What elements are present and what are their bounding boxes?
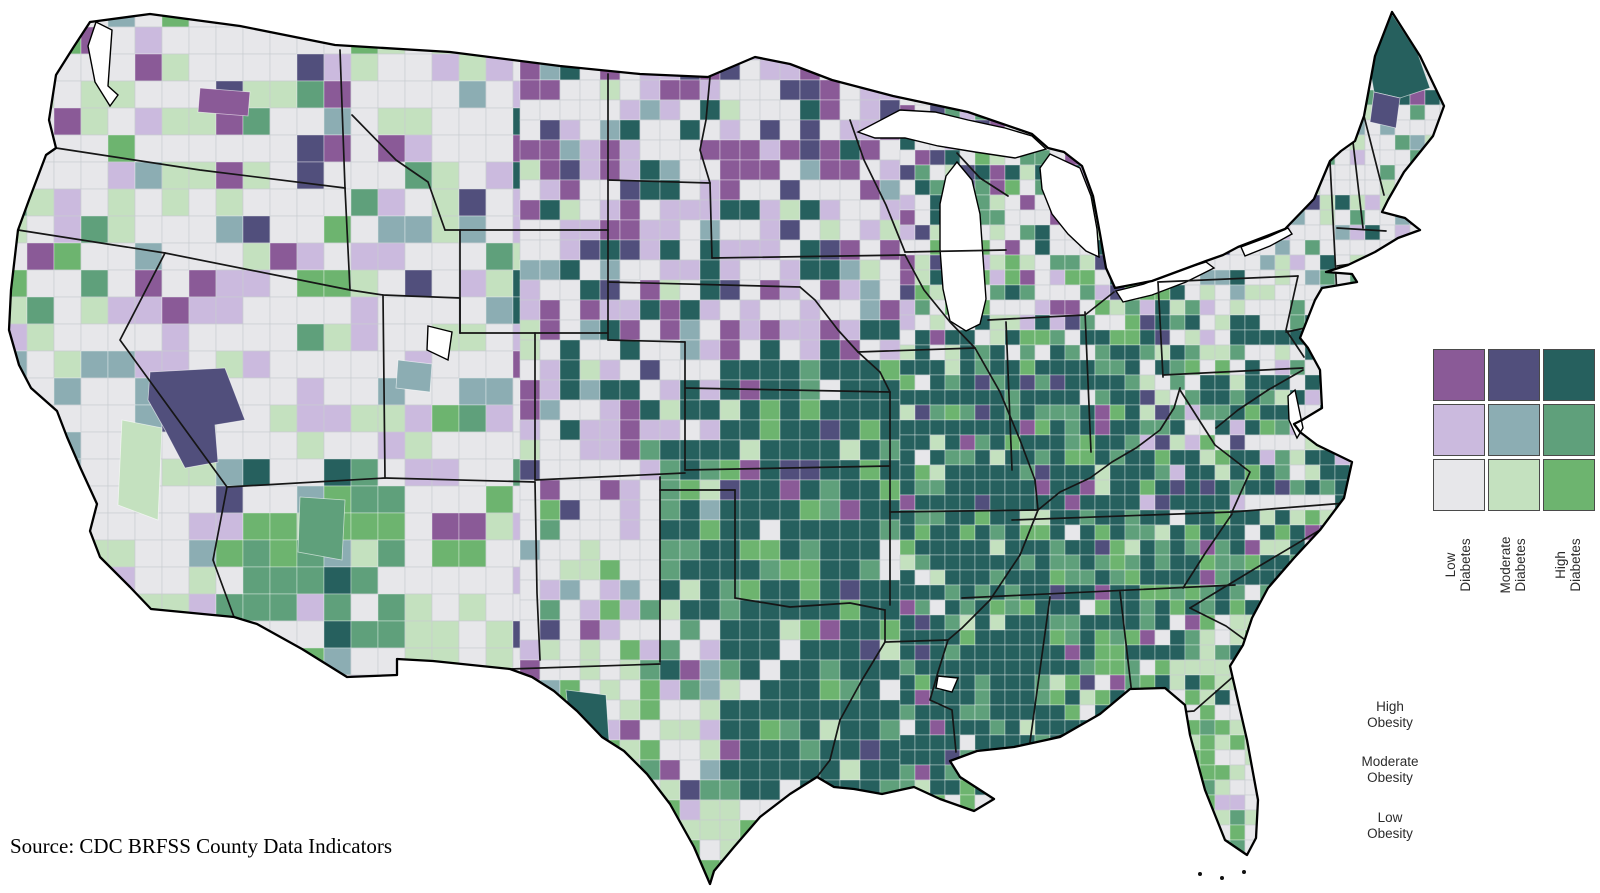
source-citation: Source: CDC BRFSS County Data Indicators	[10, 834, 393, 858]
state-borders	[17, 49, 1396, 778]
legend-swatch-r2c1	[1488, 459, 1540, 511]
nevada-nye-county	[147, 367, 246, 469]
arizona-green-belt	[297, 496, 346, 561]
legend-row-label-low-obesity: Low Obesity	[1367, 810, 1413, 841]
legend-row-label-moderate-obesity: Moderate Obesity	[1361, 754, 1419, 785]
national-outline	[7, 10, 1446, 886]
legend-swatch-r1c1	[1488, 404, 1540, 456]
utah-slate-patch	[395, 359, 433, 393]
great-lakes	[87, 21, 1304, 693]
legend-col-label-low-diabetes: Low Diabetes	[1443, 538, 1473, 592]
bivariate-legend: High Obesity Moderate Obesity Low Obesity L…	[1340, 340, 1600, 841]
legend-swatch-r0c0	[1433, 349, 1485, 401]
legend-swatch-r0c1	[1488, 349, 1540, 401]
legend-swatch-r0c2	[1543, 349, 1595, 401]
washington-purple-band	[197, 87, 251, 117]
florida-keys	[1198, 870, 1246, 880]
california-valley	[117, 419, 163, 521]
legend-swatch-r1c0	[1433, 404, 1485, 456]
legend-col-label-high-diabetes: High Diabetes	[1553, 538, 1583, 592]
legend-swatch-r2c2	[1543, 459, 1595, 511]
legend-col-label-moderate-diabetes: Moderate Diabetes	[1498, 536, 1528, 594]
legend-swatch-r1c2	[1543, 404, 1595, 456]
maine-aroostook	[1369, 91, 1401, 129]
legend-row-label-high-obesity: High Obesity	[1367, 699, 1413, 730]
legend-swatch-r2c0	[1433, 459, 1485, 511]
